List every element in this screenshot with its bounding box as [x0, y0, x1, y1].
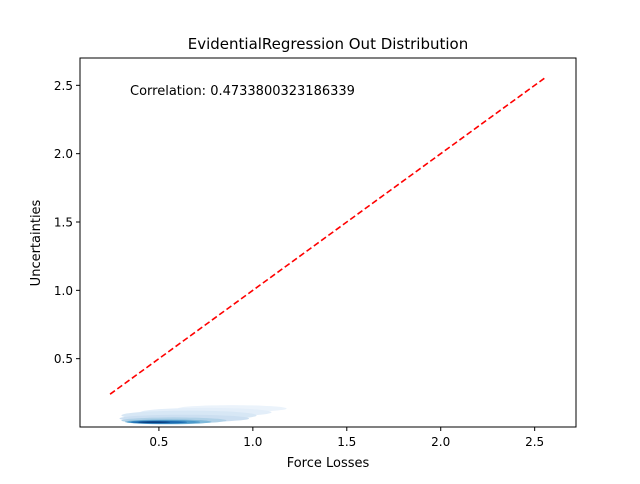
- y-tick-label: 2.5: [54, 79, 73, 93]
- y-tick-label: 2.0: [54, 147, 73, 161]
- x-tick-label: 2.5: [525, 435, 544, 449]
- chart-title: EvidentialRegression Out Distribution: [188, 35, 468, 53]
- y-tick-label: 0.5: [54, 352, 73, 366]
- y-axis-label: Uncertainties: [29, 199, 44, 286]
- y-tick-label: 1.5: [54, 216, 73, 230]
- x-tick-label: 1.5: [337, 435, 356, 449]
- x-tick-label: 0.5: [149, 435, 168, 449]
- x-axis-label: Force Losses: [287, 456, 370, 471]
- y-tick-label: 1.0: [54, 284, 73, 298]
- density-level-8: [138, 421, 170, 423]
- correlation-annotation: Correlation: 0.4733800323186339: [130, 84, 355, 99]
- x-tick-label: 1.0: [243, 435, 262, 449]
- x-tick-label: 2.0: [431, 435, 450, 449]
